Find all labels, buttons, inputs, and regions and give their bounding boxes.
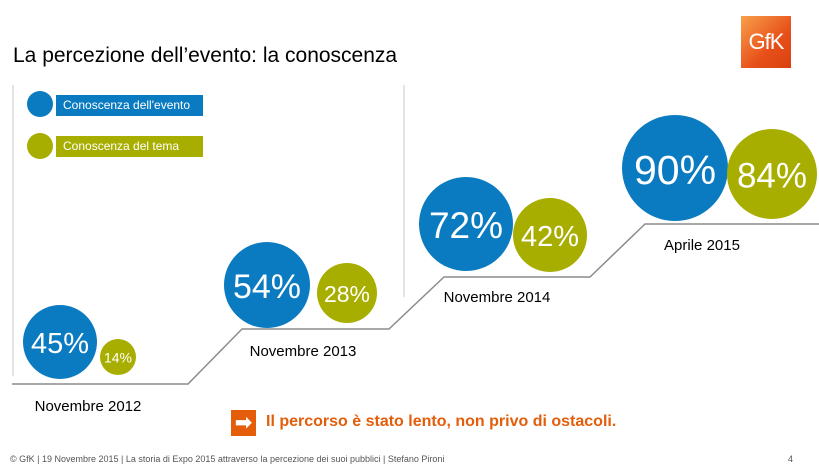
event-bubble [419,177,513,271]
data-label: 72% [429,205,503,246]
data-label: 90% [634,147,716,193]
legend-event-label: Conoscenza dell'evento [56,95,203,116]
legend-theme-dot [27,133,53,159]
data-label: 28% [324,281,370,307]
data-label: 84% [737,157,807,196]
category-label: Novembre 2014 [444,289,551,306]
theme-bubble [727,129,817,219]
page-title: La percezione dell’evento: la conoscenza [13,44,398,67]
category-label: Aprile 2015 [664,237,740,254]
arrow-right-icon: ➡ [231,410,256,436]
legend-theme-label: Conoscenza del tema [56,136,203,157]
category-label: Novembre 2012 [35,398,142,415]
theme-bubble [100,339,136,375]
theme-bubble [513,198,587,272]
data-label: 45% [31,328,89,360]
category-label: Novembre 2013 [250,343,357,360]
theme-bubble [317,263,377,323]
legend-event-dot [27,91,53,117]
event-bubble [622,115,728,221]
gfk-logo: GfK [741,16,791,68]
callout-text: Il percorso è stato lento, non privo di … [266,413,617,430]
data-label: 14% [104,349,132,365]
event-bubble [224,242,310,328]
staircase-line [12,223,819,385]
page-number: 4 [788,454,794,464]
data-label: 54% [233,268,301,306]
event-bubble [23,305,97,379]
footer: © GfK | 19 Novembre 2015 | La storia di … [10,454,445,464]
data-label: 42% [521,221,579,253]
